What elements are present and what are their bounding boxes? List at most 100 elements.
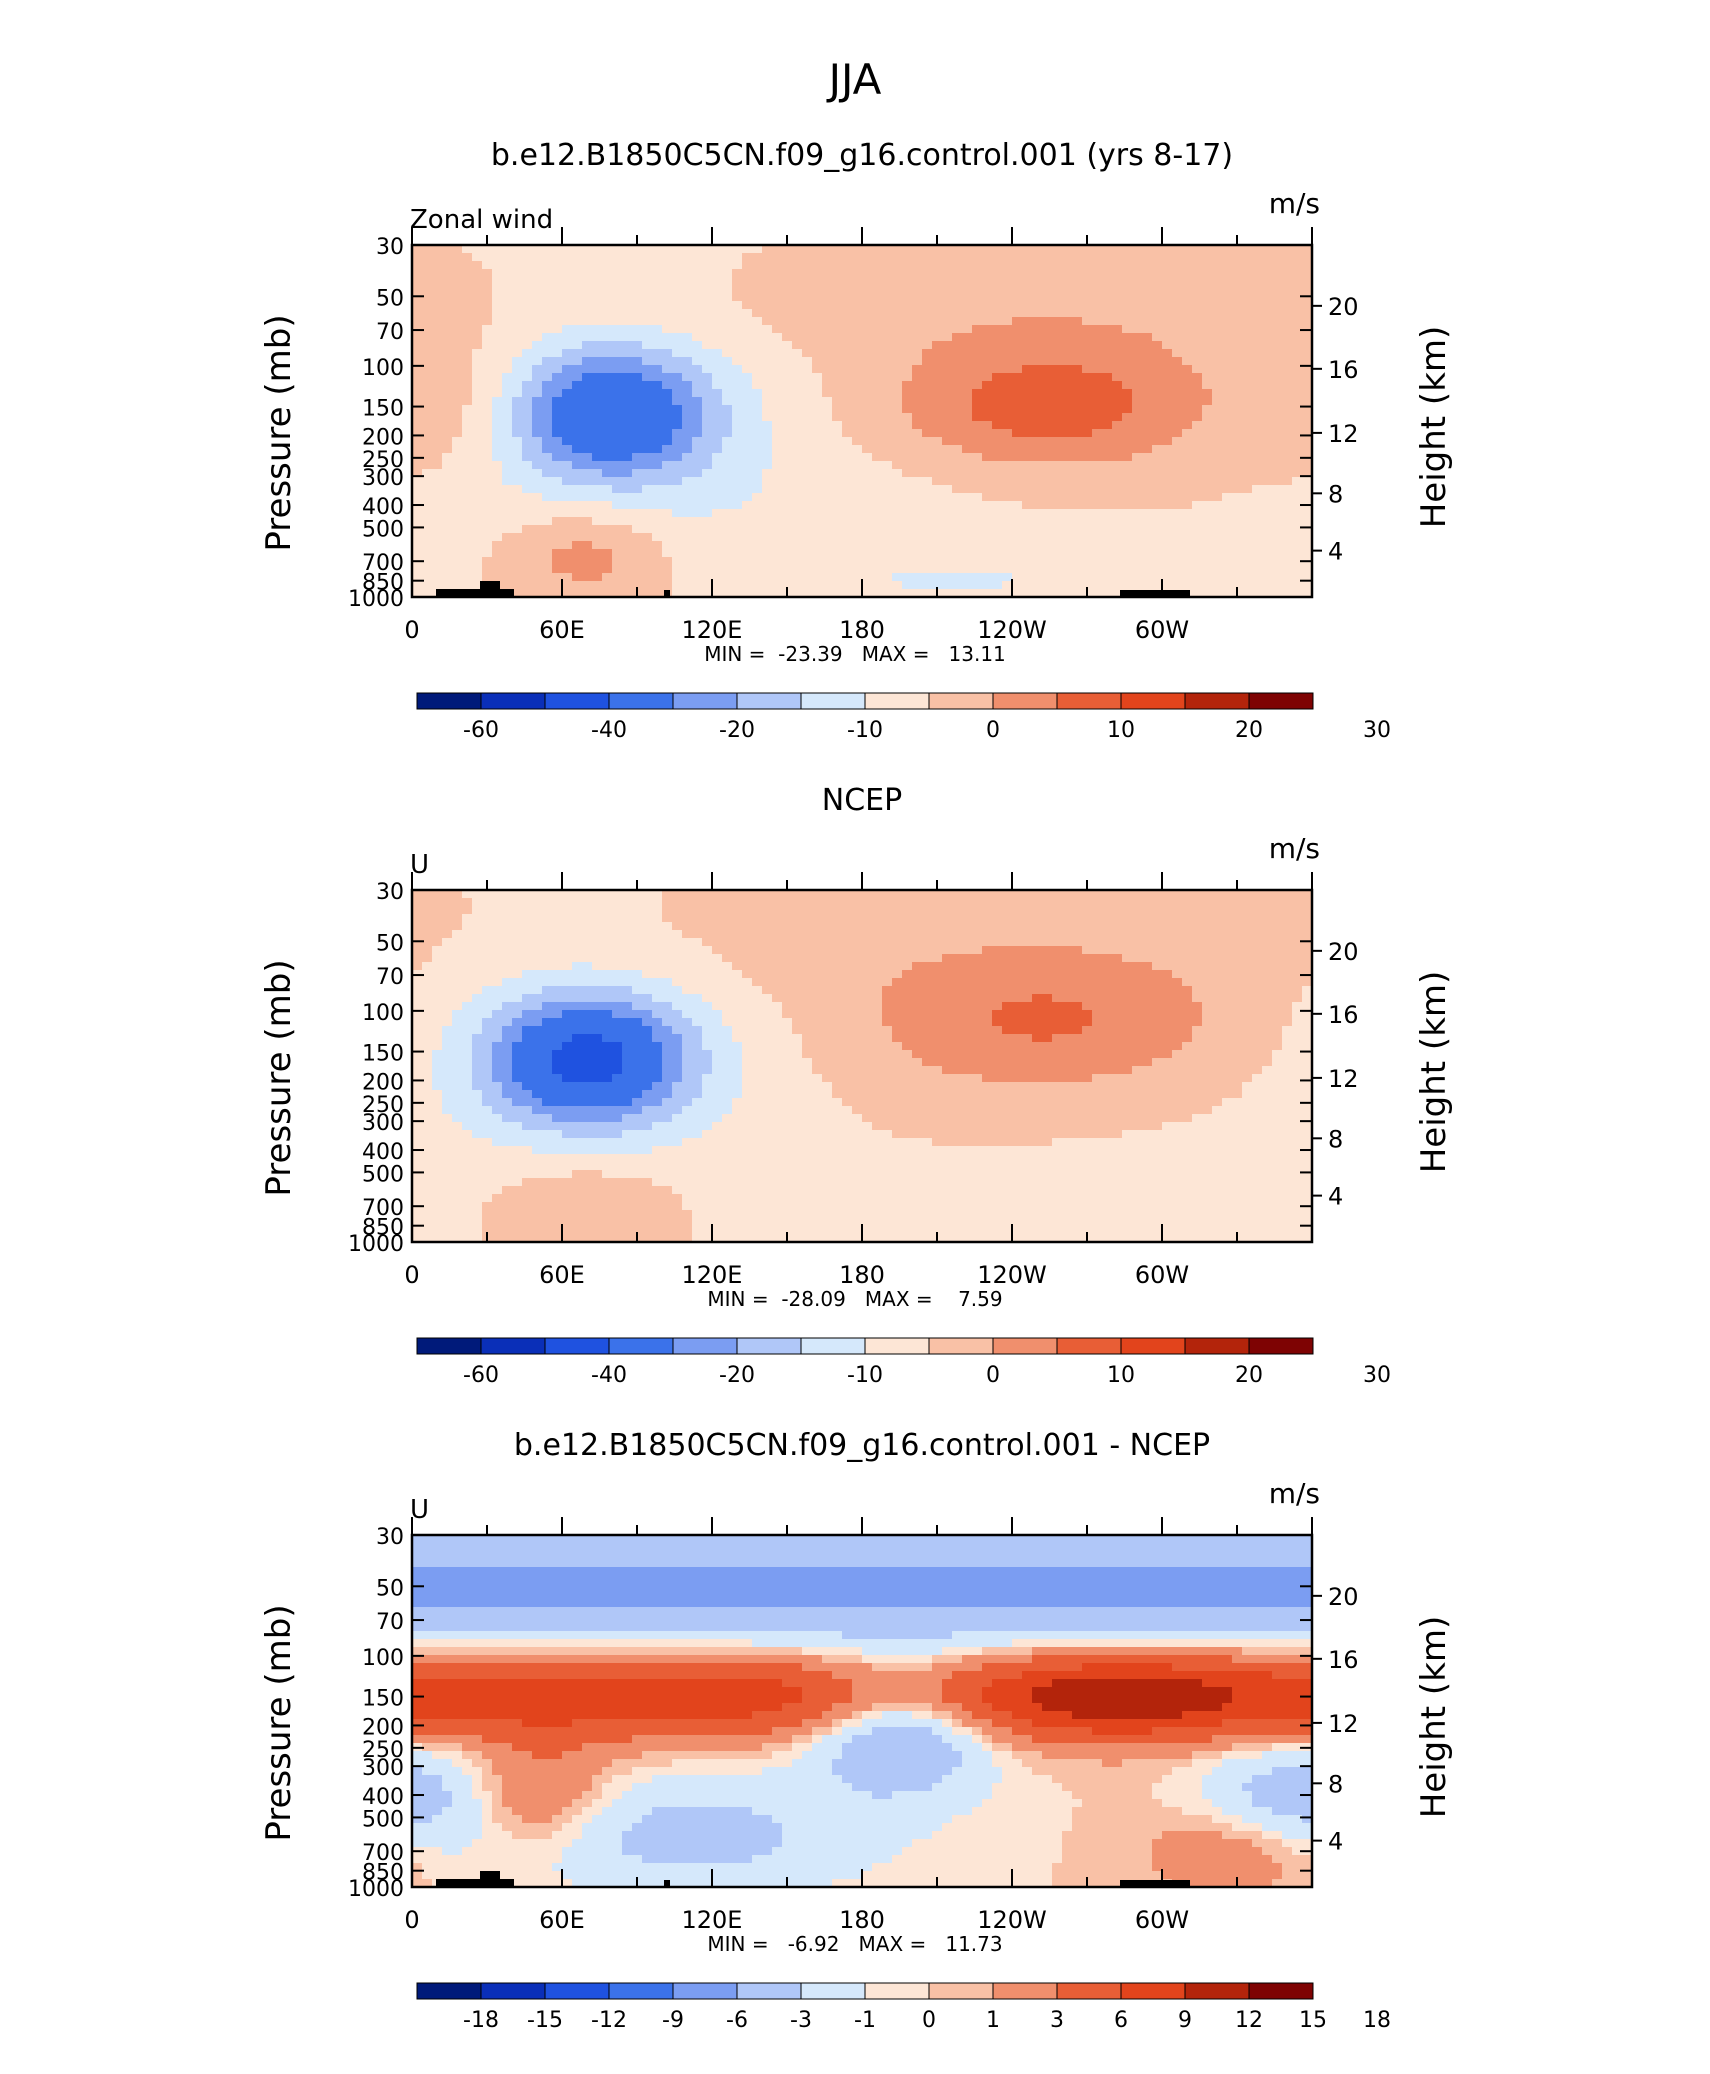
colorbar-swatch (992, 692, 1058, 710)
heatmap-cell (822, 477, 833, 486)
heatmap-cell (472, 429, 483, 438)
heatmap-cell (512, 485, 523, 494)
heatmap-cell (562, 962, 573, 971)
heatmap-cell (672, 525, 683, 534)
heatmap-cell (1202, 341, 1213, 350)
heatmap-cell (1052, 245, 1063, 254)
heatmap-cell (1182, 397, 1193, 406)
heatmap-cell (872, 381, 883, 390)
heatmap-cell (1182, 421, 1193, 430)
heatmap-cell (642, 501, 653, 510)
heatmap-cell (502, 245, 513, 254)
heatmap-cell (512, 1194, 523, 1203)
heatmap-cell (412, 1058, 423, 1067)
heatmap-cell (522, 1074, 533, 1083)
heatmap-cell (1082, 453, 1093, 462)
heatmap-cell (1042, 453, 1053, 462)
heatmap-cell (412, 1066, 423, 1075)
heatmap-cell (822, 389, 833, 398)
heatmap-cell (942, 317, 953, 326)
heatmap-cell (1202, 477, 1213, 486)
heatmap-cell (1142, 557, 1153, 566)
heatmap-cell (932, 373, 943, 382)
heatmap-cell (1132, 517, 1143, 526)
heatmap-cell (892, 533, 903, 542)
heatmap-cell (612, 245, 623, 254)
heatmap-cell (1222, 317, 1233, 326)
heatmap-cell (702, 517, 713, 526)
heatmap-cell (522, 1082, 533, 1091)
heatmap-cell (1082, 365, 1093, 374)
heatmap-cell (912, 525, 923, 534)
heatmap-cell (992, 565, 1003, 574)
heatmap-cell (1032, 277, 1043, 286)
heatmap-cell (1142, 429, 1153, 438)
heatmap-cell (492, 245, 503, 254)
heatmap-cell (1232, 477, 1243, 486)
heatmap-cell (992, 477, 1003, 486)
heatmap-cell (1192, 461, 1203, 470)
heatmap-cell (1042, 309, 1053, 318)
heatmap-cell (512, 565, 523, 574)
heatmap-cell (442, 269, 453, 278)
heatmap-cell (1172, 453, 1183, 462)
heatmap-cell (792, 453, 803, 462)
heatmap-cell (952, 469, 963, 478)
heatmap-cell (422, 421, 433, 430)
heatmap-cell (1252, 581, 1263, 590)
heatmap-cell (522, 898, 533, 907)
heatmap-cell (1222, 501, 1233, 510)
heatmap-cell (512, 986, 523, 995)
heatmap-cell (1272, 493, 1283, 502)
heatmap-cell (532, 1050, 543, 1059)
heatmap-cell (822, 485, 833, 494)
heatmap-cell (942, 581, 953, 590)
heatmap-cell (562, 517, 573, 526)
heatmap-cell (672, 557, 683, 566)
heatmap-cell (792, 517, 803, 526)
heatmap-cell (852, 429, 863, 438)
heatmap-cell (1042, 445, 1053, 454)
heatmap-cell (772, 469, 783, 478)
heatmap-cell (982, 429, 993, 438)
heatmap-cell (572, 373, 583, 382)
heatmap-cell (1092, 421, 1103, 430)
heatmap-cell (792, 405, 803, 414)
heatmap-cell (1282, 525, 1293, 534)
heatmap-cell (482, 946, 493, 955)
heatmap-cell (582, 1122, 593, 1131)
heatmap-cell (472, 1234, 483, 1242)
heatmap-cell (962, 381, 973, 390)
heatmap-cell (522, 509, 533, 518)
heatmap-cell (652, 389, 663, 398)
heatmap-cell (462, 469, 473, 478)
heatmap-cell (882, 533, 893, 542)
heatmap-cell (932, 581, 943, 590)
heatmap-cell (1162, 309, 1173, 318)
heatmap-cell (422, 1226, 433, 1235)
heatmap-cell (1102, 565, 1113, 574)
heatmap-cell (542, 477, 553, 486)
heatmap-cell (1012, 541, 1023, 550)
heatmap-cell (862, 277, 873, 286)
heatmap-cell (442, 1074, 453, 1083)
heatmap-cell (442, 405, 453, 414)
heatmap-cell (952, 277, 963, 286)
heatmap-cell (522, 1090, 533, 1099)
heatmap-cell (792, 373, 803, 382)
heatmap-cell (1022, 501, 1033, 510)
heatmap-cell (492, 962, 503, 971)
heatmap-cell (512, 1146, 523, 1155)
heatmap-cell (1292, 509, 1303, 518)
heatmap-cell (432, 509, 443, 518)
heatmap-cell (1282, 541, 1293, 550)
heatmap-cell (782, 469, 793, 478)
heatmap-cell (1042, 405, 1053, 414)
heatmap-cell (742, 277, 753, 286)
heatmap-cell (602, 962, 613, 971)
heatmap-cell (912, 341, 923, 350)
heatmap-cell (472, 922, 483, 931)
heatmap-cell (582, 277, 593, 286)
heatmap-cell (972, 453, 983, 462)
heatmap-cell (902, 349, 913, 358)
